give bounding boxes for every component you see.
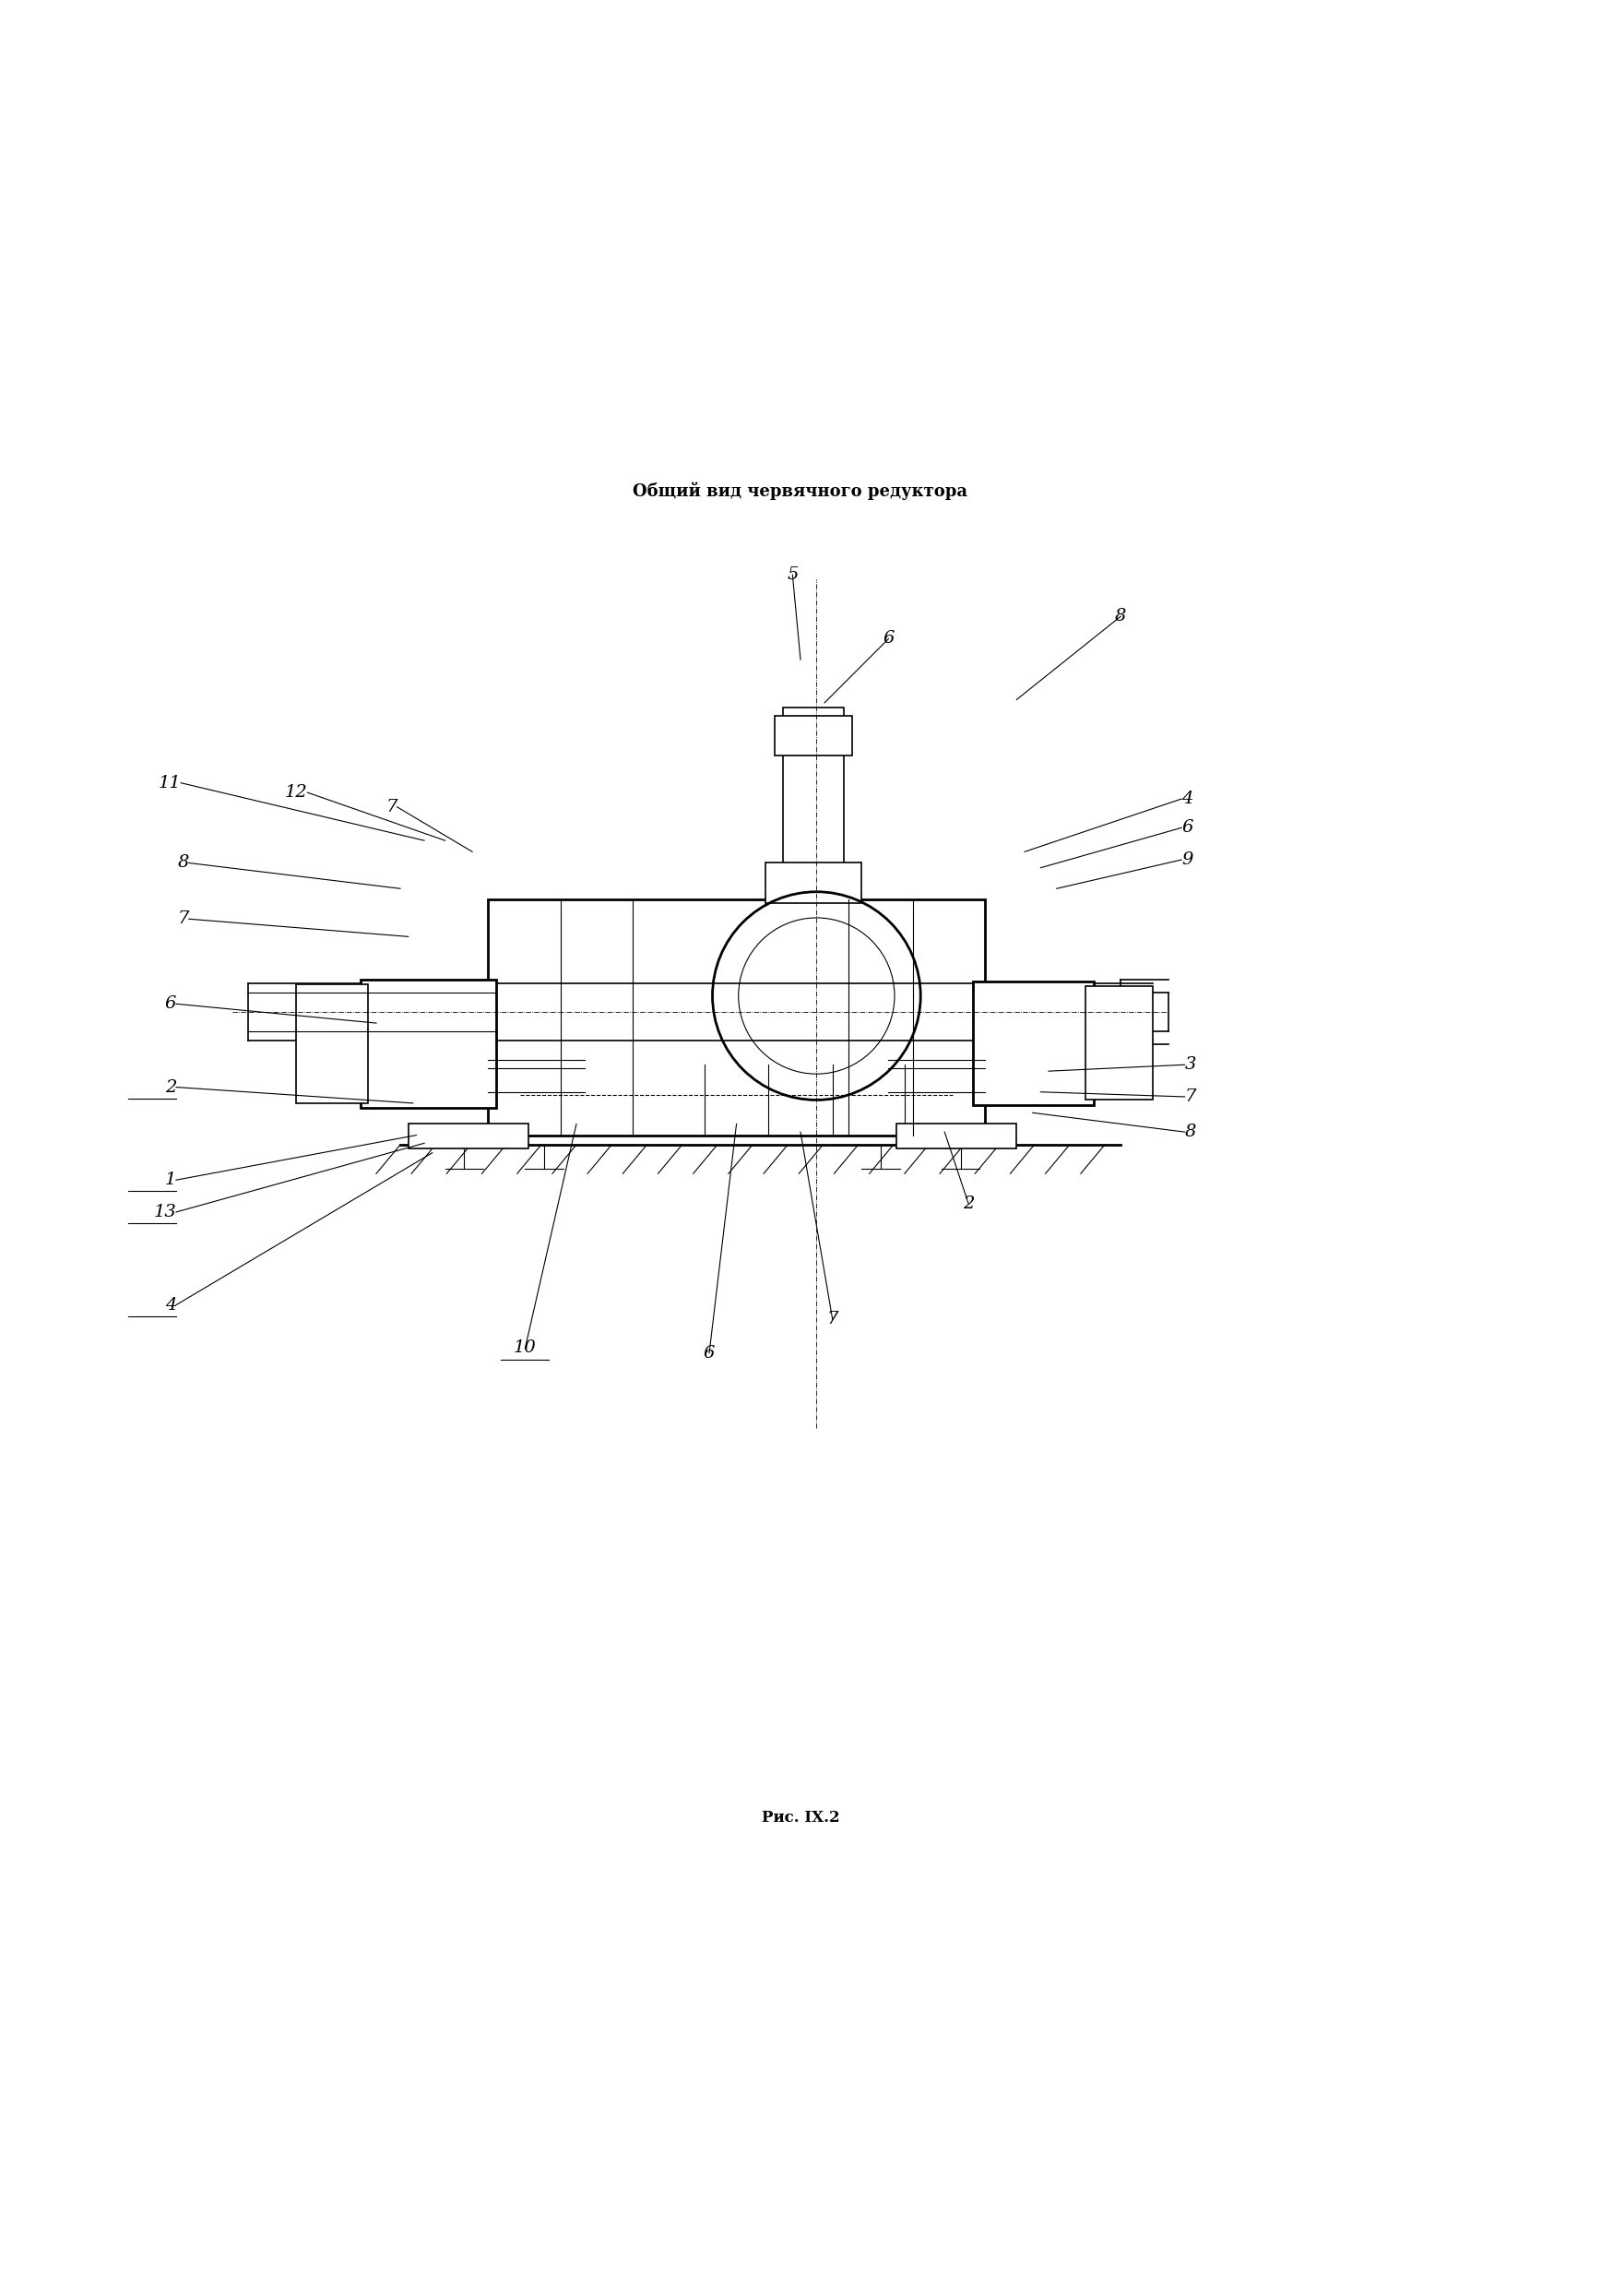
Bar bbox=[775, 716, 852, 755]
Text: 3: 3 bbox=[1185, 1056, 1196, 1072]
Bar bbox=[296, 985, 368, 1102]
Text: 1: 1 bbox=[165, 1171, 176, 1189]
Text: 6: 6 bbox=[882, 631, 895, 647]
Text: 7: 7 bbox=[826, 1311, 839, 1327]
Bar bbox=[783, 707, 844, 884]
Text: 8: 8 bbox=[178, 854, 189, 870]
Text: Рис. IX.2: Рис. IX.2 bbox=[762, 1809, 839, 1825]
Bar bbox=[408, 1125, 528, 1148]
Bar bbox=[897, 1125, 1017, 1148]
Bar bbox=[973, 980, 1093, 1104]
Text: 9: 9 bbox=[1182, 852, 1193, 868]
Bar bbox=[1085, 987, 1153, 1100]
Text: 2: 2 bbox=[165, 1079, 176, 1095]
Text: 7: 7 bbox=[178, 912, 189, 928]
Bar bbox=[488, 900, 985, 1134]
Text: 2: 2 bbox=[962, 1196, 975, 1212]
Text: 11: 11 bbox=[158, 774, 181, 792]
Text: 7: 7 bbox=[1185, 1088, 1196, 1104]
Text: 8: 8 bbox=[1185, 1123, 1196, 1141]
Text: Общий вид червячного редуктора: Общий вид червячного редуктора bbox=[632, 482, 969, 501]
Text: 4: 4 bbox=[1182, 790, 1193, 808]
Text: 10: 10 bbox=[514, 1341, 536, 1357]
Text: 4: 4 bbox=[165, 1297, 176, 1313]
Bar bbox=[765, 863, 861, 902]
Text: 8: 8 bbox=[1114, 608, 1127, 625]
Text: 6: 6 bbox=[703, 1345, 716, 1362]
Bar bbox=[360, 980, 496, 1109]
Text: 13: 13 bbox=[154, 1203, 176, 1221]
Text: 12: 12 bbox=[285, 785, 307, 801]
Text: 5: 5 bbox=[786, 567, 799, 583]
Text: 7: 7 bbox=[386, 799, 397, 815]
Text: 6: 6 bbox=[1182, 820, 1193, 836]
Text: 6: 6 bbox=[165, 996, 176, 1013]
